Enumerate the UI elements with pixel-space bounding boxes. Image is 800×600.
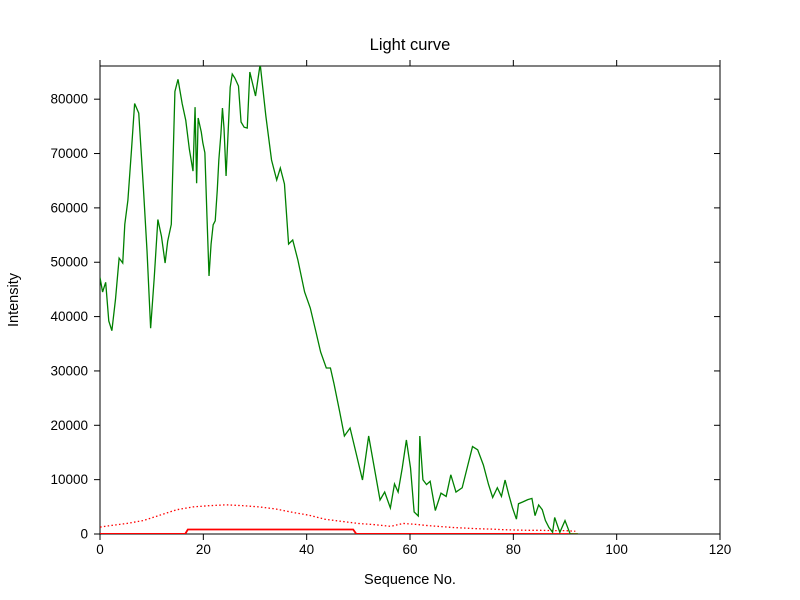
svg-text:20: 20: [196, 542, 211, 557]
svg-text:60000: 60000: [50, 200, 88, 215]
svg-text:0: 0: [80, 527, 88, 542]
svg-text:40000: 40000: [50, 309, 88, 324]
svg-text:Sequence No.: Sequence No.: [364, 572, 456, 588]
svg-text:60: 60: [402, 542, 417, 557]
svg-text:120: 120: [709, 542, 732, 557]
svg-text:80: 80: [506, 542, 521, 557]
svg-text:0: 0: [96, 542, 104, 557]
svg-text:30000: 30000: [50, 363, 88, 378]
svg-text:50000: 50000: [50, 255, 88, 270]
svg-text:100: 100: [605, 542, 628, 557]
svg-text:20000: 20000: [50, 418, 88, 433]
svg-text:40: 40: [299, 542, 314, 557]
svg-text:Intensity: Intensity: [6, 272, 22, 327]
svg-text:Light curve: Light curve: [370, 36, 451, 54]
svg-text:70000: 70000: [50, 146, 88, 161]
svg-text:80000: 80000: [50, 92, 88, 107]
svg-text:10000: 10000: [50, 472, 88, 487]
